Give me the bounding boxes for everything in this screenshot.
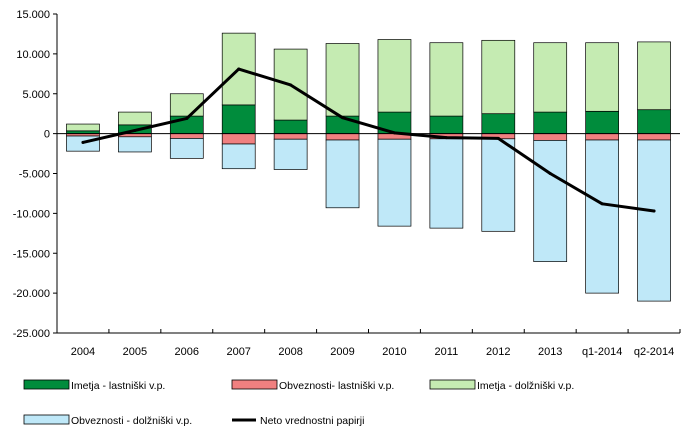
x-tick-label-6: 2009 [330,346,354,358]
y-tick-label-2: 10.000 [16,49,50,61]
x-tick-label-5: 2008 [278,346,302,358]
y-tick-label-4: 0 [44,129,50,141]
bar-1-10 [533,111,568,134]
bar-3-6 [325,133,360,141]
bar-1-12 [637,109,671,134]
line-point-7 [392,131,396,135]
y-tick-label-9: -25.000 [13,328,50,340]
bar-3-10 [533,133,568,141]
bar-4-11 [585,139,619,294]
line-point-4 [237,67,241,71]
x-tick-label-2: 2005 [123,346,147,358]
bar-2-2 [118,111,152,126]
line-point-3 [185,116,189,120]
y-tick-label-8: -20.000 [13,288,50,300]
bar-2-7 [377,39,412,113]
x-tick-label-9: 2012 [486,346,510,358]
legend-swatch-4 [23,414,70,425]
bar-2-9 [481,39,516,115]
bar-3-4 [221,133,256,145]
legend-swatch-1 [23,379,70,390]
x-tick-label-8: 2011 [435,346,459,358]
x-tick-label-10: 2013 [538,346,562,358]
legend: Imetja - lastniški v.p. Obveznosti- lastn… [23,379,574,427]
x-tick-label-12: q2-2014 [634,346,674,358]
line-point-5 [289,83,293,87]
bar-4-12 [637,139,671,302]
series-line-5 [81,67,656,213]
legend-label-1: Imetja - lastniški v.p. [71,380,165,392]
bar-2-12 [637,41,671,111]
y-tick-label-1: 15.000 [16,9,50,21]
y-tick-label-6: -10.000 [13,208,50,220]
legend-label-5: Neto vrednostni papirji [260,415,364,427]
line-point-6 [341,116,345,120]
x-tick-label-3: 2006 [175,346,199,358]
bar-4-10 [533,140,568,262]
bar-2-6 [325,43,360,117]
x-tick-label-7: 2010 [382,346,406,358]
y-tick-label-5: -5.000 [19,169,50,181]
x-tick-label-4: 2007 [226,346,250,358]
legend-label-3: Imetja - dolžniški v.p. [477,380,574,392]
line-point-1 [81,140,85,144]
bar-4-4 [221,143,256,170]
line-point-8 [444,136,448,140]
bar-4-2 [118,136,152,153]
bar-1-11 [585,110,619,134]
bar-4-3 [169,138,204,159]
bar-4-5 [273,138,308,170]
y-tick-label-3: 5.000 [22,89,50,101]
bar-4-9 [481,138,516,232]
legend-swatch-2 [231,379,278,390]
y-tick-label-7: -15.000 [13,248,50,260]
line-point-10 [548,172,552,175]
bar-3-12 [637,133,671,141]
bar-2-3 [169,93,204,117]
bar-3-11 [585,133,619,141]
bar-2-10 [533,42,568,113]
bar-1-8 [429,115,464,134]
x-tick-label-11: q1-2014 [582,346,622,358]
bar-2-1 [66,123,100,132]
x-tick-label-1: 2004 [71,346,95,358]
bar-2-11 [585,42,619,112]
line-point-2 [133,128,137,132]
line-point-9 [496,136,500,140]
bar-4-8 [429,138,464,229]
legend-label-2: Obveznosti- lastniški v.p. [279,380,394,392]
bar-1-5 [273,119,308,134]
bar-3-5 [273,133,308,140]
legend-label-4: Obveznosti - dolžniški v.p. [71,415,192,427]
line-point-12 [652,209,656,213]
plot-area: 15.000 10.000 5.000 0 -5.000 -10.000 -15.000 -2… [13,9,681,358]
line-point-11 [600,202,604,206]
bar-3-3 [169,133,204,139]
bar-2-8 [429,42,464,117]
bar-4-7 [377,138,412,227]
legend-swatch-3 [429,379,476,390]
bar-1-9 [481,113,516,134]
bar-1-4 [221,104,256,134]
bar-4-6 [325,139,360,209]
